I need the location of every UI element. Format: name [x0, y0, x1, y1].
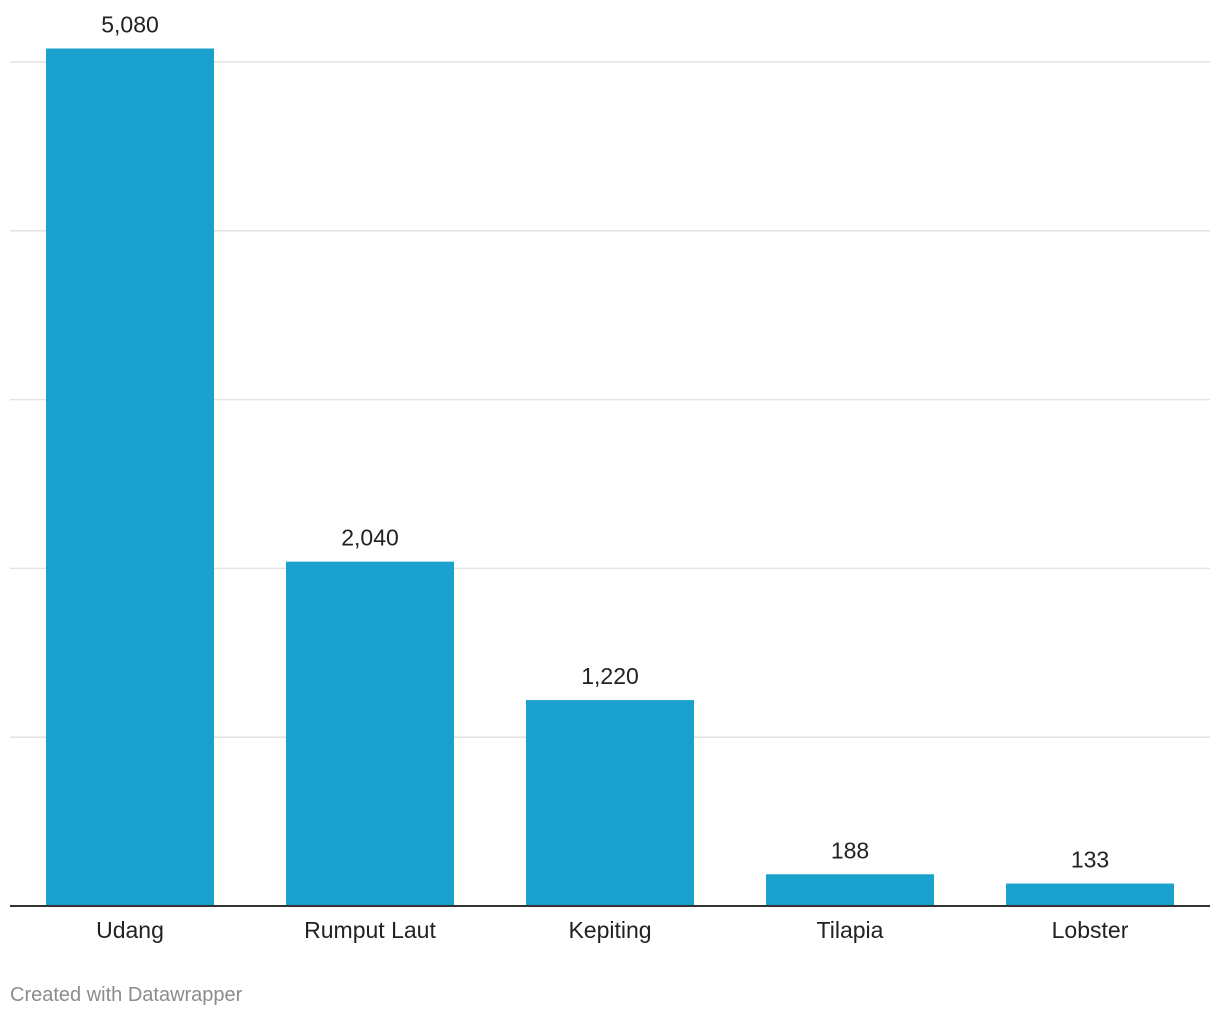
bar-lobster [1006, 883, 1174, 906]
bar-kepiting [526, 700, 694, 906]
bars [46, 48, 1174, 907]
value-label: 188 [831, 837, 869, 863]
category-labels: Udang Rumput Laut Kepiting Tilapia Lobster [96, 917, 1129, 943]
value-label: 1,220 [581, 663, 639, 689]
category-label: Rumput Laut [304, 917, 436, 943]
bar-chart: 5,080 2,040 1,220 188 133 Udang Rumput Laut Ke… [10, 11, 1210, 943]
value-labels: 5,080 2,040 1,220 188 133 [101, 11, 1109, 872]
category-label: Udang [96, 917, 164, 943]
value-label: 5,080 [101, 11, 159, 37]
bar-udang [46, 48, 214, 907]
datawrapper-credit: Created with Datawrapper [10, 984, 243, 1006]
value-label: 133 [1071, 847, 1109, 873]
category-label: Tilapia [817, 917, 884, 943]
category-label: Kepiting [568, 917, 651, 943]
value-label: 2,040 [341, 525, 399, 551]
bar-rumput-laut [286, 561, 454, 906]
bar-tilapia [766, 874, 934, 906]
category-label: Lobster [1052, 917, 1129, 943]
